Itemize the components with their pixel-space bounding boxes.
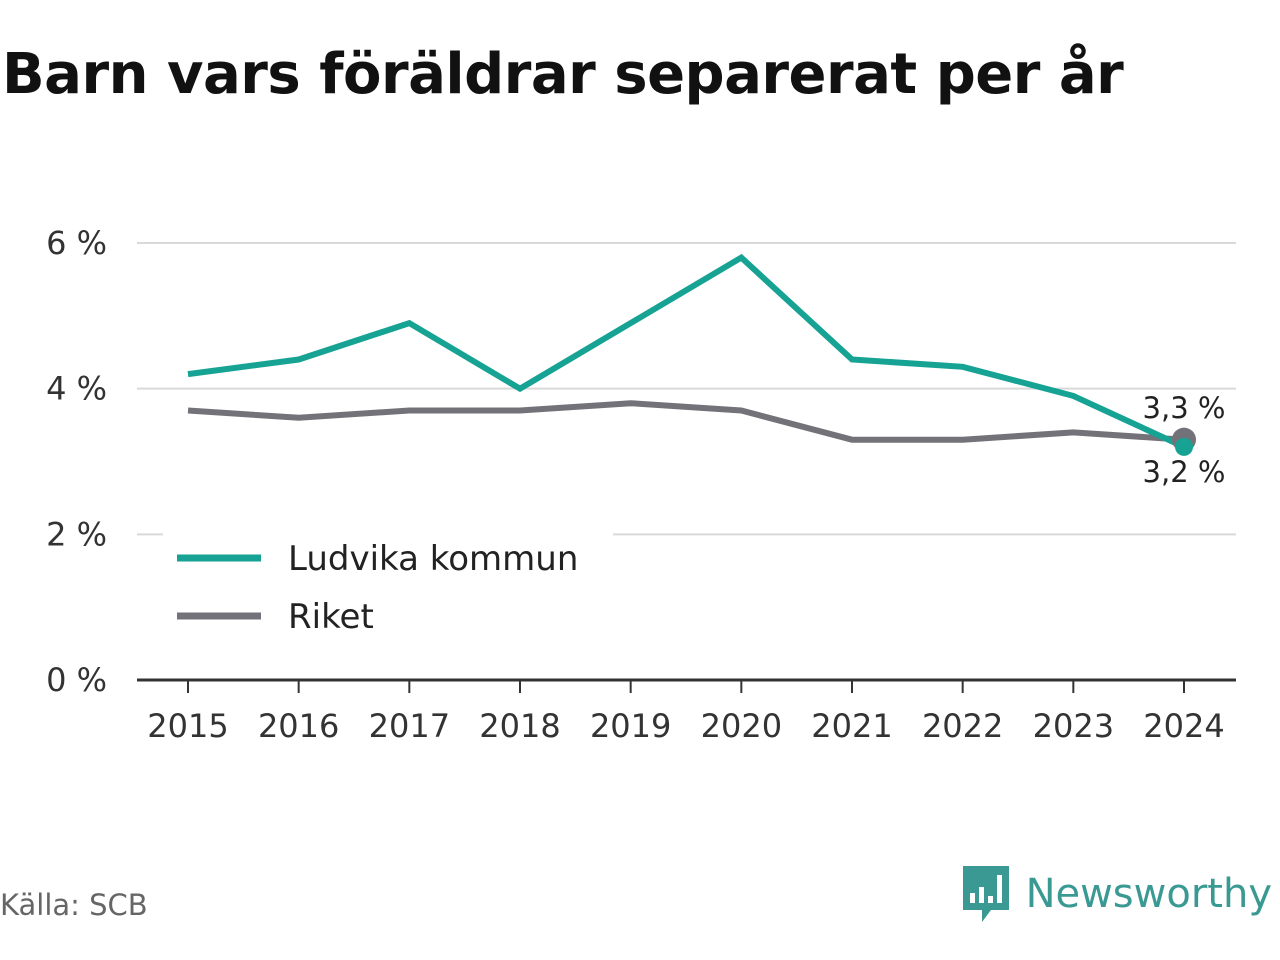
- series-line-ludvika: [187, 253, 1186, 450]
- x-tick-label: 2019: [590, 707, 671, 745]
- chart-title: Barn vars föräldrar separerat per år: [2, 42, 1124, 107]
- series-line-riket: [187, 400, 1185, 443]
- x-tick-label: 2015: [147, 707, 228, 745]
- newsworthy-logo-icon: [962, 866, 1009, 922]
- legend-label-riket: Riket: [288, 597, 374, 637]
- x-tick-label: 2017: [369, 707, 450, 745]
- source-note: Källa: SCB: [0, 888, 148, 922]
- x-tick-label: 2023: [1033, 707, 1114, 745]
- y-tick-label: 0 %: [46, 661, 107, 699]
- y-tick-label: 2 %: [46, 515, 107, 553]
- legend-label-ludvika: Ludvika kommun: [288, 539, 578, 579]
- legend-background: [163, 527, 613, 647]
- x-tick-label: 2024: [1143, 707, 1224, 745]
- end-point-ludvika: [1175, 437, 1193, 456]
- x-tick-label: 2021: [811, 707, 892, 745]
- x-tick-label: 2018: [479, 707, 560, 745]
- brand-name: Newsworthy: [1025, 871, 1272, 917]
- x-tick-label: 2020: [701, 707, 782, 745]
- y-tick-label: 4 %: [46, 370, 107, 408]
- end-label-ludvika: 3,2 %: [1143, 455, 1226, 489]
- x-tick-label: 2022: [922, 707, 1003, 745]
- end-label-riket: 3,3 %: [1143, 391, 1226, 425]
- x-tick-label: 2016: [258, 707, 339, 745]
- y-tick-label: 6 %: [46, 224, 107, 262]
- brand-logo[interactable]: Newsworthy: [960, 862, 1272, 926]
